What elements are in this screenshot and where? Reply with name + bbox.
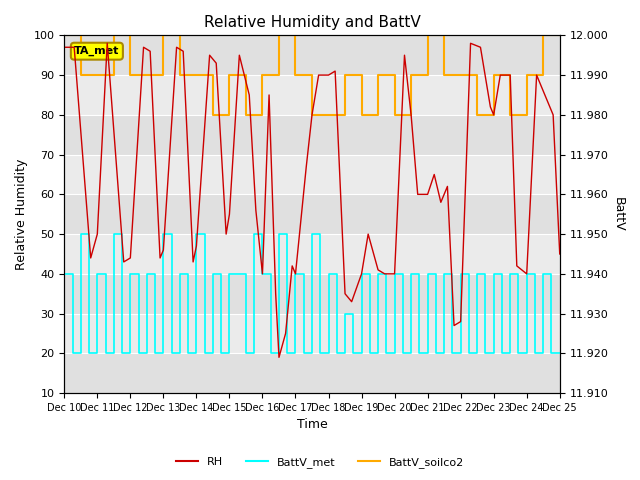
Y-axis label: Relative Humidity: Relative Humidity	[15, 158, 28, 270]
Bar	[64, 194, 560, 234]
Bar	[64, 313, 560, 353]
Title: Relative Humidity and BattV: Relative Humidity and BattV	[204, 15, 420, 30]
Bar	[64, 234, 560, 274]
Legend: RH, BattV_met, BattV_soilco2: RH, BattV_met, BattV_soilco2	[172, 452, 468, 472]
Bar	[64, 75, 560, 115]
Bar	[64, 274, 560, 313]
Text: TA_met: TA_met	[74, 46, 120, 56]
Bar	[64, 115, 560, 155]
Bar	[64, 155, 560, 194]
X-axis label: Time: Time	[296, 419, 328, 432]
Bar	[64, 353, 560, 393]
Y-axis label: BattV: BattV	[612, 197, 625, 231]
Bar	[64, 36, 560, 75]
